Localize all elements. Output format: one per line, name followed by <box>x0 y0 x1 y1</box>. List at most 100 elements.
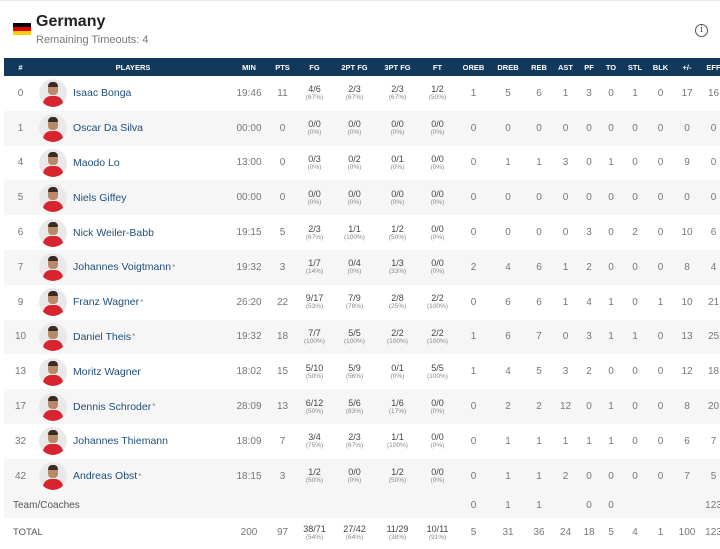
player-name-link[interactable]: Dennis Schroder <box>73 400 152 413</box>
stat-blk: 0 <box>657 192 664 204</box>
player-name-link[interactable]: Nick Weiler-Babb <box>73 226 154 239</box>
points: 11 <box>277 87 288 99</box>
player-avatar[interactable] <box>39 462 67 491</box>
stat-dreb: 5 <box>505 87 511 99</box>
field-goals: 0/3 (0%) <box>296 146 333 181</box>
three-point-fg-percentage: (0%) <box>390 163 405 171</box>
column-header[interactable]: 3PT FG <box>384 62 411 72</box>
stat-eff: 4 <box>710 261 717 273</box>
player-avatar[interactable] <box>39 79 67 108</box>
stat-oreb: 0 <box>470 192 477 204</box>
player-avatar[interactable] <box>39 218 67 247</box>
column-header[interactable]: REB <box>531 62 547 72</box>
stat-eff: 123 <box>705 500 720 512</box>
two-point-fg: 0/0 (0%) <box>333 111 376 146</box>
table-header: # PLAYERS MIN PTS FG 2PT FG 3PT FG FT OREB DREB RE… <box>4 58 720 76</box>
stat-blk: 0 <box>657 157 664 169</box>
column-header[interactable]: OREB <box>462 62 485 72</box>
field-goals-percentage: (0%) <box>307 198 322 206</box>
three-point-fg-made-attempted: 0/1 <box>391 153 404 164</box>
player-name-link[interactable]: Franz Wagner <box>73 296 140 309</box>
field-goals-percentage: (50%) <box>305 407 324 415</box>
field-goals-percentage: (67%) <box>305 94 324 102</box>
field-goals-made-attempted: 3/4 <box>308 432 321 443</box>
player-name-link[interactable]: Johannes Voigtmann <box>73 261 172 274</box>
stat-eff: 0 <box>710 122 717 134</box>
player-info: Isaac Bonga <box>37 79 229 108</box>
player-avatar[interactable] <box>39 322 67 351</box>
stat-ast: 0 <box>562 331 569 343</box>
column-header[interactable]: TO <box>605 62 617 72</box>
player-avatar[interactable] <box>39 357 67 386</box>
player-avatar[interactable] <box>39 288 67 317</box>
column-header[interactable]: PF <box>584 62 594 72</box>
column-header[interactable]: FT <box>432 62 443 72</box>
column-header[interactable]: # <box>18 62 23 72</box>
field-goals-percentage: (75%) <box>305 442 324 450</box>
player-info: Daniel Theis * <box>37 322 229 351</box>
player-cell: Niels Giffey <box>37 180 229 215</box>
stat-pf: 0 <box>586 470 592 482</box>
stat-stl: 0 <box>632 261 638 273</box>
column-header[interactable]: PLAYERS <box>115 62 151 72</box>
three-point-fg-made-attempted: 1/3 <box>391 258 404 269</box>
stat-eff: 7 <box>710 435 717 447</box>
field-goals-made-attempted: 4/6 <box>308 84 321 95</box>
jersey-number: 4 <box>17 157 24 169</box>
column-header[interactable]: +/- <box>682 62 692 72</box>
two-point-fg: 5/6 (83%) <box>333 389 376 424</box>
stat-pf: 4 <box>586 296 592 308</box>
player-avatar[interactable] <box>39 392 67 421</box>
stat-stl: 1 <box>632 87 638 99</box>
column-header[interactable]: BLK <box>652 62 669 72</box>
field-goals-percentage: (100%) <box>304 337 325 345</box>
player-name-link[interactable]: Moritz Wagner <box>73 365 141 378</box>
stat-to: 1 <box>608 331 614 343</box>
column-header[interactable]: STL <box>627 62 643 72</box>
column-header[interactable]: FG <box>309 62 320 72</box>
player-avatar[interactable] <box>39 183 67 212</box>
free-throws-made-attempted: 0/0 <box>431 397 444 408</box>
player-name-link[interactable]: Daniel Theis <box>73 330 132 343</box>
column-header[interactable]: MIN <box>242 62 256 72</box>
points: 3 <box>279 470 286 482</box>
player-name-link[interactable]: Oscar Da Silva <box>73 122 144 135</box>
player-name-link[interactable]: Niels Giffey <box>73 191 127 204</box>
minutes: 26:20 <box>236 296 262 308</box>
three-point-fg: 1/1 (100%) <box>376 424 419 459</box>
stat-dreb: 2 <box>505 401 511 413</box>
free-throws: 0/0 (0%) <box>419 389 456 424</box>
column-header[interactable]: 2PT FG <box>341 62 368 72</box>
player-name-link[interactable]: Andreas Obst <box>73 470 138 483</box>
field-goals-made-attempted: 9/17 <box>305 293 324 304</box>
player-name-link[interactable]: Johannes Thiemann <box>73 435 168 448</box>
column-header[interactable]: DREB <box>497 62 519 72</box>
field-goals-made-attempted: 7/7 <box>308 327 321 338</box>
column-header[interactable]: EFF <box>706 62 720 72</box>
three-point-fg-percentage: (67%) <box>388 94 407 102</box>
player-info: Johannes Voigtmann * <box>37 253 229 282</box>
player-name-link[interactable]: Isaac Bonga <box>73 87 132 100</box>
column-header[interactable]: AST <box>558 62 573 72</box>
stat-dreb: 4 <box>505 366 511 378</box>
column-header[interactable]: PTS <box>275 62 290 72</box>
player-info: Dennis Schroder * <box>37 392 229 421</box>
stat-reb: 1 <box>536 470 542 482</box>
player-avatar[interactable] <box>39 427 67 456</box>
player-avatar[interactable] <box>39 253 67 282</box>
player-avatar[interactable] <box>39 114 67 143</box>
stat-oreb: 1 <box>470 331 477 343</box>
stat-reb: 1 <box>536 157 542 169</box>
player-name-link[interactable]: Maodo Lo <box>73 156 120 169</box>
stat-eff: 0 <box>710 157 717 169</box>
stat-reb: 2 <box>536 401 542 413</box>
stat-eff: 21 <box>707 296 720 308</box>
two-point-fg: 0/2 (0%) <box>333 146 376 181</box>
stat-oreb: 0 <box>470 401 477 413</box>
minutes: 200 <box>240 527 258 539</box>
two-point-fg-made-attempted: 2/3 <box>348 432 361 443</box>
player-avatar[interactable] <box>39 148 67 177</box>
two-point-fg-percentage: (64%) <box>345 533 364 541</box>
free-throws-made-attempted: 0/0 <box>431 153 444 164</box>
info-icon[interactable]: i <box>695 24 708 37</box>
